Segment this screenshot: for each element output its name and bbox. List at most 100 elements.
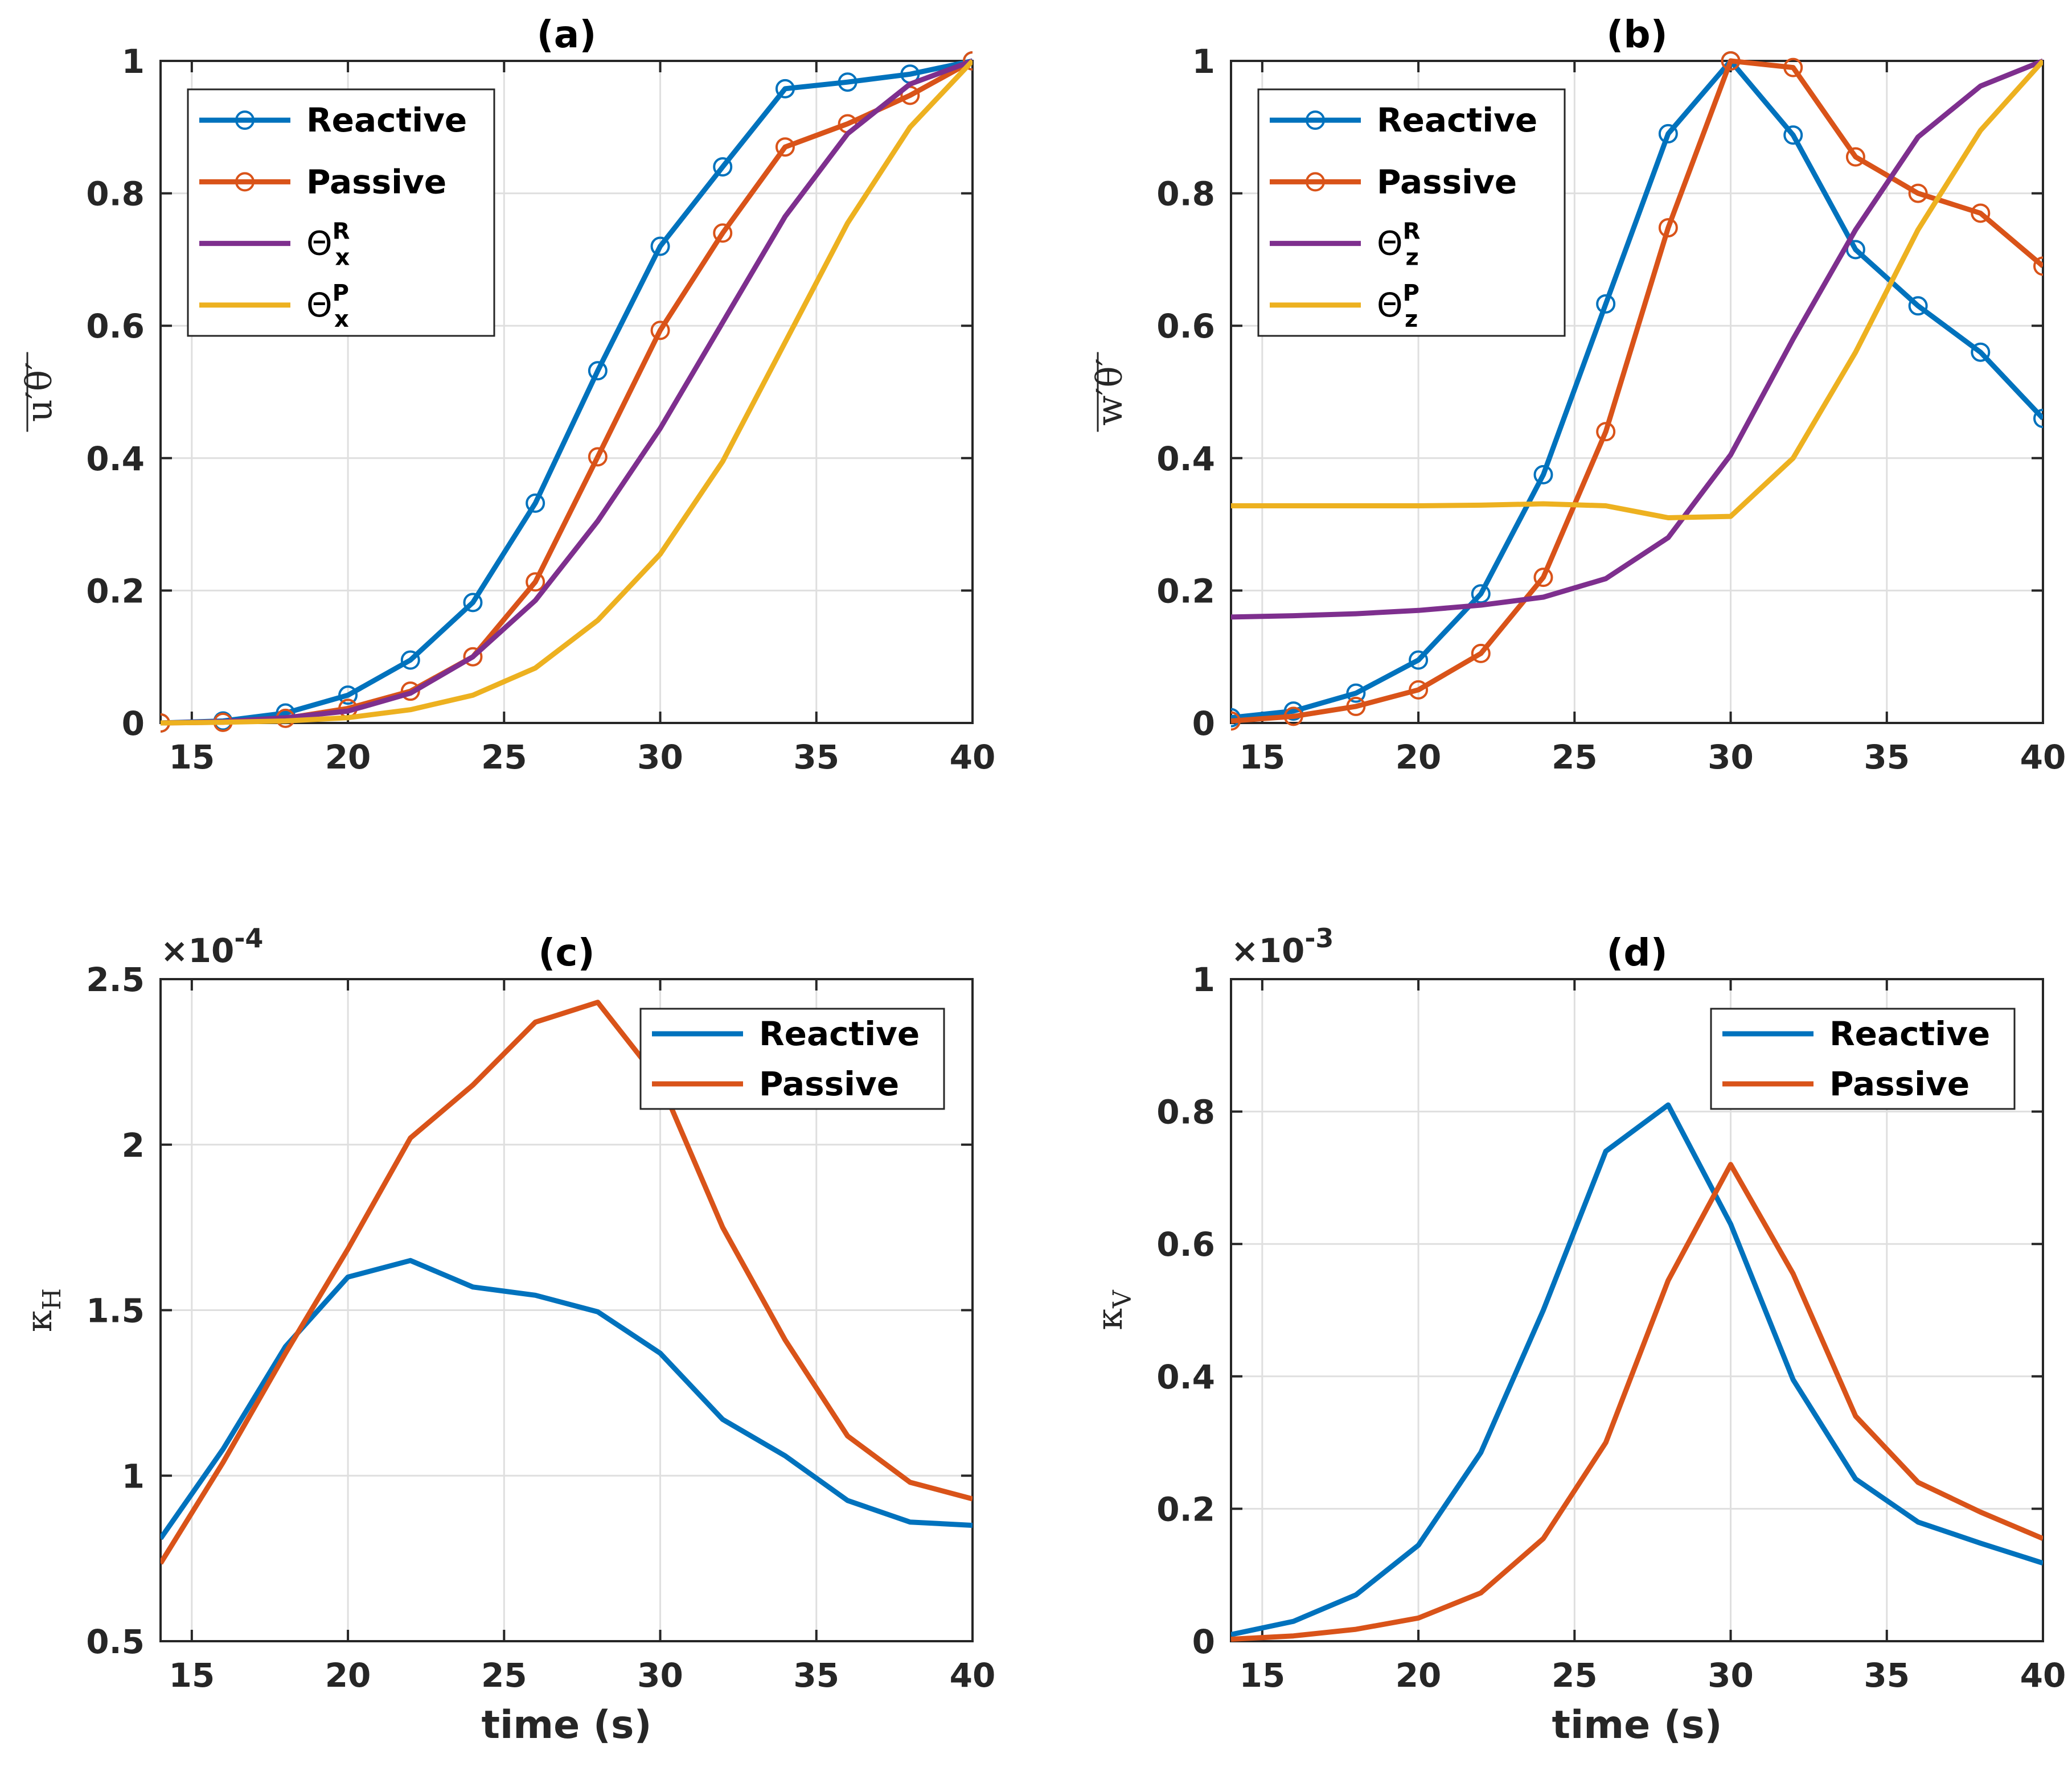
y-tick-label: 2.5: [86, 960, 145, 999]
data-point: [1283, 706, 1303, 726]
multiplier-base: ×10: [1231, 931, 1304, 970]
series-line: [161, 58, 973, 726]
y-tick-label: 0.6: [1156, 1225, 1215, 1264]
y-tick-label: 1: [122, 1457, 145, 1495]
y-axis-label: κH: [18, 1288, 67, 1332]
y-tick-label: 1: [1192, 960, 1215, 999]
legend-symbol: Θ: [1377, 224, 1403, 263]
legend-label: ΘP x: [306, 280, 349, 332]
legend-entry: Reactive: [199, 101, 467, 139]
y-label-symbol: κ: [1089, 1308, 1130, 1330]
x-tick-label: 25: [481, 1656, 527, 1695]
data-point: [838, 72, 857, 92]
y-tick-label: 0.4: [86, 439, 145, 478]
x-tick-label: 40: [950, 738, 996, 776]
legend-box: [1257, 88, 1566, 337]
legend: Reactive Passive: [639, 1008, 945, 1110]
series-line: [1231, 1162, 2043, 1642]
legend-entry: Passive: [1270, 162, 1517, 201]
y-tick-label: 1: [1192, 42, 1215, 81]
data-point: [775, 79, 795, 98]
y-tick-label: 2: [122, 1126, 145, 1165]
y-axis-label: κV: [1089, 1289, 1137, 1330]
y-tick-label: 0.2: [1156, 572, 1215, 610]
legend-entry: Reactive: [1270, 101, 1537, 139]
y-tick-label: 1.5: [86, 1292, 145, 1330]
series-line: [1231, 58, 2043, 724]
data-point: [463, 593, 483, 613]
x-axis-label: time (s): [481, 1703, 651, 1748]
data-point: [1908, 183, 1928, 203]
data-point: [1533, 568, 1553, 587]
data-point: [650, 236, 670, 256]
panel-c: 15 20 25 30 35 40 0.5 1 1.5 2 2.5 (c) time (s) κH ×10-…: [18, 923, 995, 1748]
legend-subscript: z: [1405, 245, 1418, 271]
data-point: [963, 51, 973, 71]
y-tick-label: 0.8: [1156, 175, 1215, 213]
multiplier-exponent: -4: [234, 923, 263, 954]
series-theta_p: [1231, 59, 2043, 520]
data-point: [526, 493, 545, 513]
legend-label: Reactive: [1829, 1014, 1990, 1053]
x-tick-label: 15: [169, 738, 215, 776]
chart-title: (a): [537, 13, 597, 56]
data-point: [1533, 465, 1553, 484]
y-tick-label: 0: [1192, 704, 1215, 743]
x-tick-label: 40: [950, 1656, 996, 1695]
y-axis-label: u′θ′: [18, 362, 60, 422]
x-tick-label: 40: [2020, 1656, 2066, 1695]
data-point: [713, 157, 733, 177]
x-tick-label: 35: [1864, 1656, 1910, 1695]
data-point: [1471, 584, 1491, 604]
legend-superscript: P: [1403, 280, 1419, 306]
axes-frame: [1230, 978, 2044, 1642]
legend-entry: Passive: [199, 162, 446, 201]
data-point: [1845, 147, 1865, 167]
x-tick-label: 15: [169, 1656, 215, 1695]
series-line: [161, 59, 973, 726]
x-tick-label: 35: [793, 738, 839, 776]
data-point: [1658, 124, 1678, 143]
legend-label: Passive: [1829, 1065, 1970, 1103]
legend-entry: ΘP x: [199, 280, 349, 332]
legend-entry: Reactive: [1722, 1014, 1990, 1053]
y-tick-label: 0: [122, 704, 145, 743]
axes-frame: [1230, 60, 2044, 724]
legend: Reactive Passive: [1710, 1008, 2016, 1110]
x-tick-label: 20: [325, 1656, 371, 1695]
x-tick-label: 20: [325, 738, 371, 776]
legend-entry: Passive: [1722, 1065, 1970, 1103]
series-reactive: [161, 1258, 973, 1540]
y-tick-label: 0.4: [1156, 439, 1215, 478]
chart-title: (c): [538, 931, 594, 975]
axis-multiplier: ×10-3: [1231, 923, 1334, 970]
panel-b: 15 20 25 30 35 40 0 0.2 0.4 0.6 0.8 1 (b) w′θ′ Reactiv…: [1089, 13, 2066, 776]
legend-marker: [1306, 172, 1325, 192]
series-theta_p: [161, 59, 973, 726]
series-line: [161, 1258, 973, 1540]
x-tick-label: 35: [1864, 738, 1910, 776]
data-point: [463, 647, 483, 667]
legend-entry: Passive: [652, 1065, 899, 1103]
y-label-subscript: V: [1108, 1289, 1137, 1309]
data-point: [588, 447, 608, 467]
data-point: [2033, 256, 2043, 276]
legend-box: [639, 1008, 945, 1110]
axis-multiplier: ×10-4: [161, 923, 263, 970]
y-label-symbol: κ: [18, 1310, 60, 1332]
data-point: [1231, 711, 1241, 731]
legend-superscript: P: [333, 280, 349, 306]
series-line: [1231, 58, 2043, 620]
legend-superscript: R: [333, 219, 350, 245]
chart-title: (d): [1606, 931, 1668, 975]
legend-label: Reactive: [306, 101, 467, 139]
x-tick-label: 40: [2020, 738, 2066, 776]
data-point: [1596, 422, 1616, 442]
x-tick-label: 25: [481, 738, 527, 776]
series-passive: [161, 1000, 973, 1565]
x-tick-label: 30: [637, 1656, 683, 1695]
axes-frame: [159, 60, 974, 724]
data-point: [1283, 701, 1303, 721]
series-reactive: [1231, 51, 2043, 728]
